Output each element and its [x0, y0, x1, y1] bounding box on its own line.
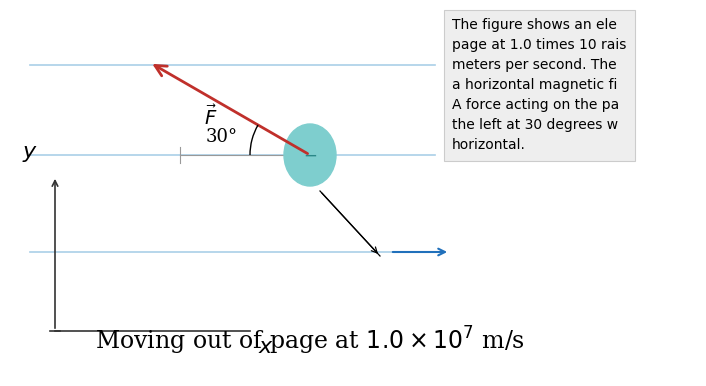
Text: Moving out of page at $1.0 \times 10^7$ m/s: Moving out of page at $1.0 \times 10^7$ … [95, 325, 525, 357]
Ellipse shape [284, 124, 336, 186]
Text: 30°: 30° [206, 128, 238, 146]
Text: $\vec{F}$: $\vec{F}$ [204, 105, 217, 129]
Text: $y$: $y$ [22, 142, 38, 164]
Text: $x$: $x$ [258, 336, 274, 358]
Text: $-$: $-$ [303, 146, 317, 164]
Text: The figure shows an ele
page at 1.0 times 10 rais
meters per second. The
a horiz: The figure shows an ele page at 1.0 time… [452, 18, 626, 152]
